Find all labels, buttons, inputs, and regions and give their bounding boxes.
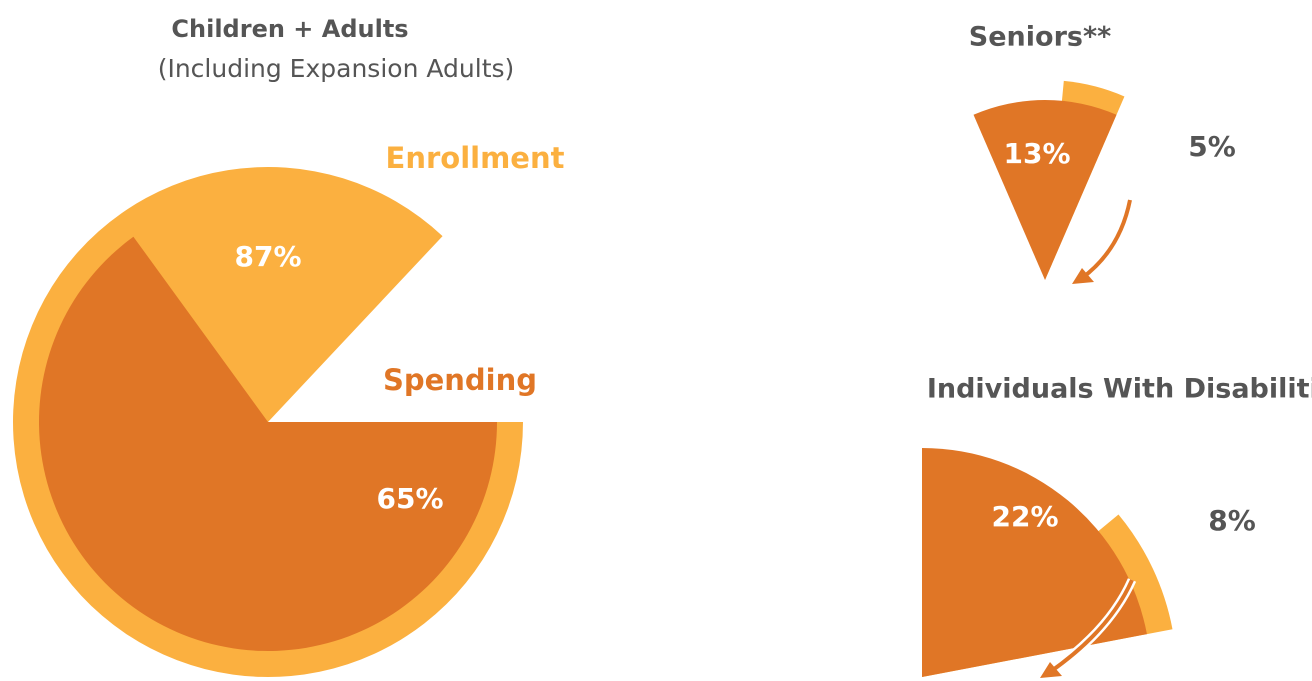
chart-title: Seniors** [969, 22, 1111, 53]
chart-subtitle: (Including Expansion Adults) [158, 54, 515, 83]
legend-label: Spending [383, 363, 537, 397]
arrow [1048, 579, 1134, 674]
arrow-head [1072, 268, 1094, 284]
legend-label: Enrollment [386, 141, 565, 175]
arrow [1080, 199, 1132, 280]
wedge [39, 236, 498, 651]
value-label: 13% [1003, 137, 1070, 170]
arrow-head [1040, 662, 1062, 678]
arrow-outline [1079, 199, 1135, 282]
value-label: 22% [991, 500, 1058, 533]
value-label: 5% [1188, 130, 1236, 163]
chart-title: Individuals With Disabilities [927, 374, 1312, 405]
value-label: 87% [234, 240, 301, 273]
wedge [973, 100, 1117, 280]
chart-title: Children + Adults [171, 15, 408, 43]
value-label: 8% [1208, 504, 1256, 537]
wedge [922, 448, 1147, 677]
value-label: 65% [376, 482, 443, 515]
wedges [13, 80, 1173, 677]
